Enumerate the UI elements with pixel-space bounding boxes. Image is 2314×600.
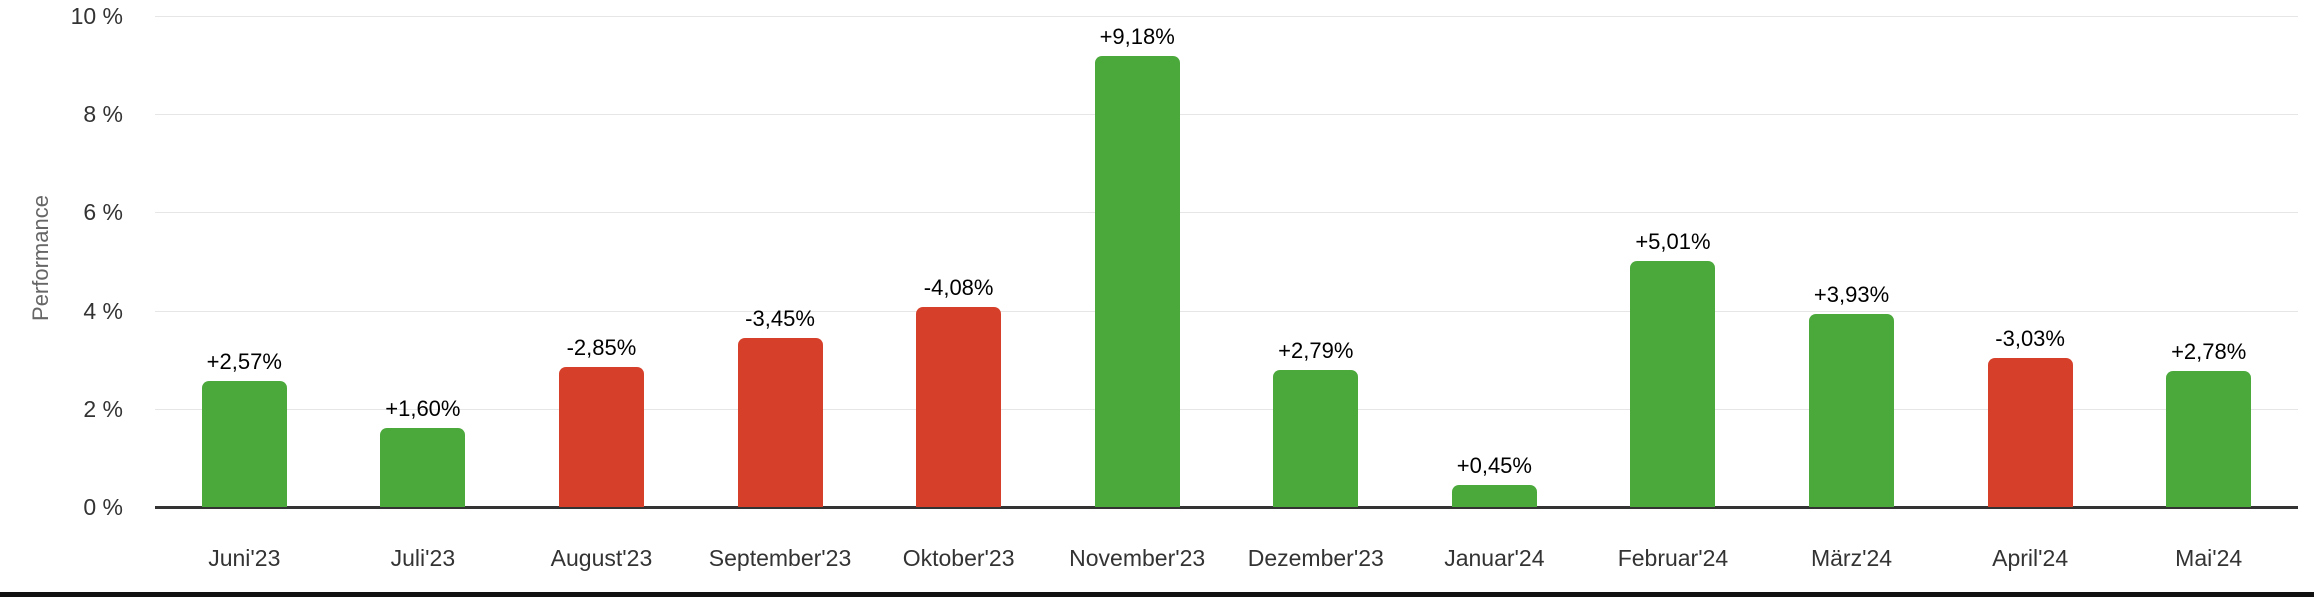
x-axis-tick-label: November'23	[1069, 545, 1206, 571]
bar-Juli'23[interactable]	[380, 428, 466, 507]
bar-Juni'23[interactable]	[201, 380, 287, 507]
gridline	[155, 114, 2298, 116]
y-axis-tick-label: 8 %	[83, 101, 123, 128]
bar-August'23[interactable]	[558, 367, 644, 507]
bar-value-label: +2,79%	[1278, 338, 1354, 363]
bar-November'23[interactable]	[1094, 56, 1180, 507]
y-axis-tick-label: 0 %	[83, 494, 123, 520]
x-axis-tick-label: Juli'23	[390, 545, 456, 571]
x-axis-tick-label: Dezember'23	[1247, 545, 1384, 571]
x-axis-tick-label: September'23	[708, 545, 852, 571]
bar-Dezember'23[interactable]	[1273, 370, 1359, 507]
y-axis-tick-label: 6 %	[83, 199, 123, 226]
bar-value-label: +3,93%	[1813, 282, 1890, 308]
bar-Januar'24[interactable]	[1451, 484, 1537, 507]
bar-value-label: -4,08%	[923, 274, 994, 300]
x-axis-tick-label: Oktober'23	[902, 545, 1015, 571]
gridline	[155, 16, 2298, 17]
bar-value-label: -2,85%	[566, 335, 637, 361]
x-axis-tick-label: Februar'24	[1617, 545, 1729, 571]
y-axis-tick-label: 2 %	[83, 395, 123, 422]
bar-value-label: +0,45%	[1456, 452, 1532, 478]
bar-value-label: +2,57%	[206, 348, 282, 374]
x-axis-tick-label: Juni'23	[208, 545, 281, 571]
bar-value-label: +9,18%	[1099, 24, 1175, 50]
bar-Mai'24[interactable]	[2166, 370, 2252, 507]
x-axis-tick-label: August'23	[550, 545, 653, 571]
x-axis-tick-label: Januar'24	[1444, 545, 1545, 571]
y-axis-tick-label: 4 %	[83, 297, 123, 324]
x-axis-line	[155, 506, 2298, 509]
bar-value-label: -3,45%	[745, 305, 815, 331]
gridline	[155, 408, 2298, 410]
bar-Februar'24[interactable]	[1630, 261, 1716, 507]
x-axis-tick-label: Mai'24	[2175, 545, 2243, 571]
gridline	[155, 212, 2298, 214]
bar-September'23[interactable]	[737, 337, 823, 507]
bar-März'24[interactable]	[1809, 314, 1895, 507]
x-axis-tick-label: März'24	[1810, 545, 1893, 571]
bar-value-label: +2,78%	[2171, 338, 2247, 364]
bar-value-label: +1,60%	[385, 396, 461, 422]
bar-Oktober'23[interactable]	[916, 306, 1002, 507]
bar-April'24[interactable]	[1987, 358, 2073, 507]
bar-value-label: -3,03%	[1995, 326, 2065, 352]
bar-value-label: +5,01%	[1635, 229, 1711, 254]
x-axis-tick-label: April'24	[1992, 545, 2069, 571]
gridline	[155, 310, 2298, 312]
y-axis-tick-label: 10 %	[70, 3, 123, 29]
bottom-border	[0, 592, 2314, 597]
